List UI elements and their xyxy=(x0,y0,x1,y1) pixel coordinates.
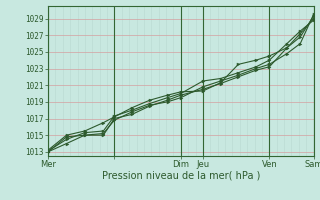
X-axis label: Pression niveau de la mer( hPa ): Pression niveau de la mer( hPa ) xyxy=(102,171,260,181)
